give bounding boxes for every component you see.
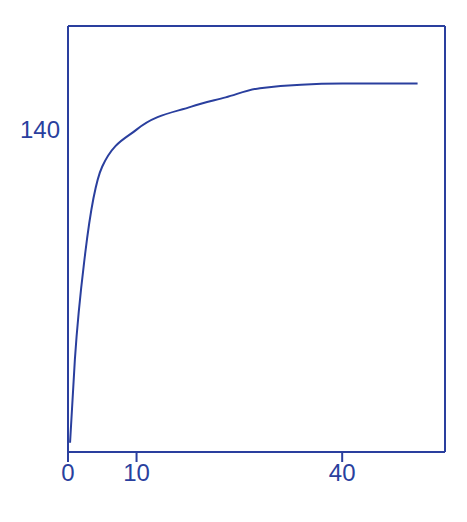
svg-text:10: 10 bbox=[123, 459, 150, 486]
svg-text:0: 0 bbox=[61, 459, 74, 486]
svg-text:40: 40 bbox=[329, 459, 356, 486]
svg-text:140: 140 bbox=[20, 116, 60, 143]
